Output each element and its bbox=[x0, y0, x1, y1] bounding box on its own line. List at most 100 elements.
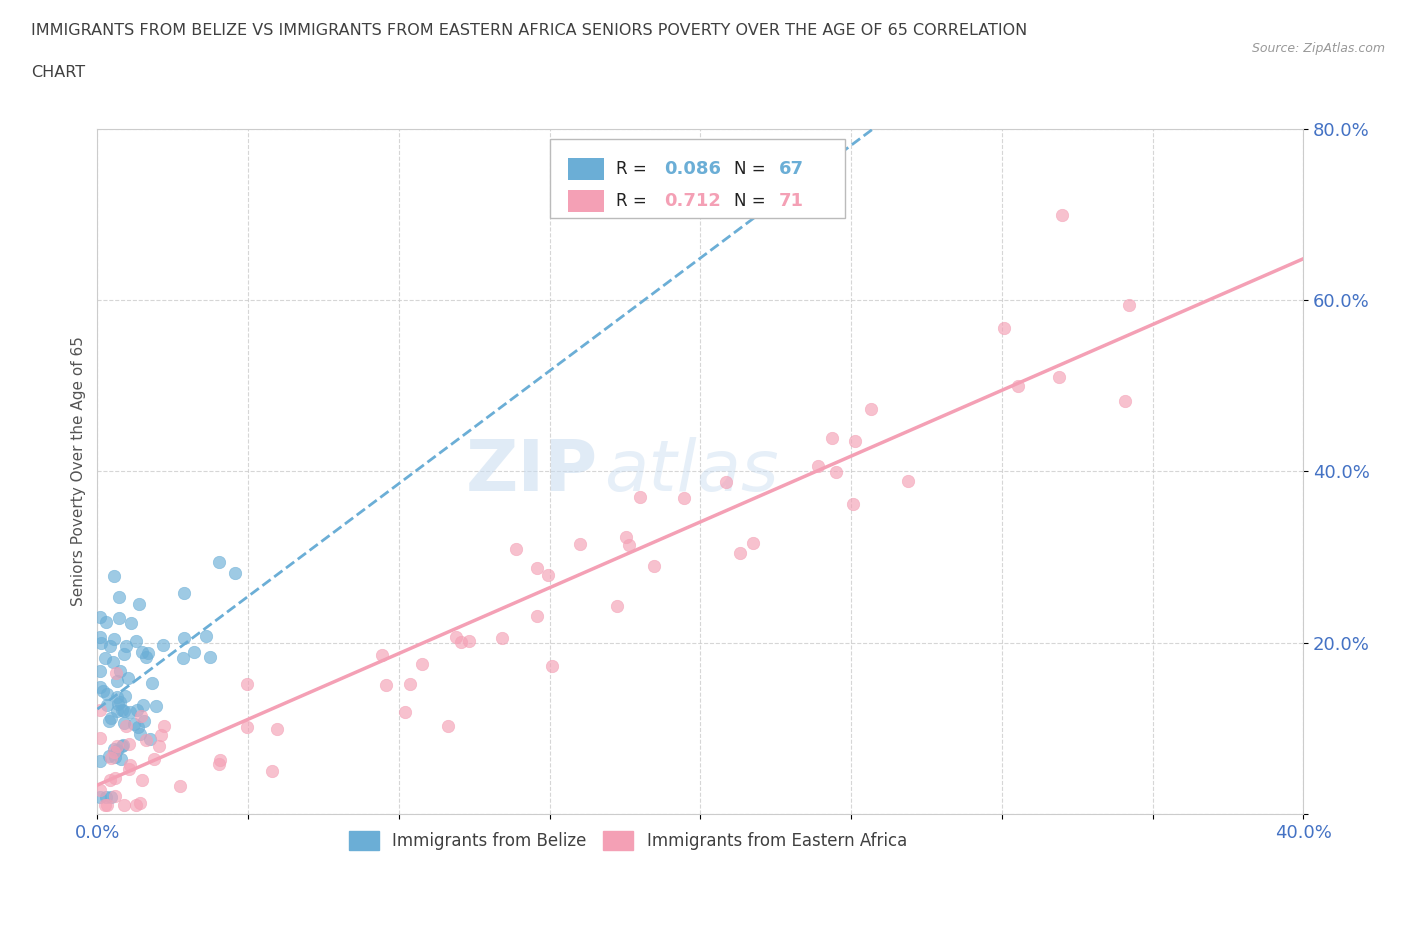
Point bbox=[141, 676, 163, 691]
Point bbox=[436, 719, 458, 734]
Point bbox=[131, 773, 153, 788]
Point bbox=[628, 489, 651, 504]
Point bbox=[136, 645, 159, 660]
Point bbox=[104, 770, 127, 785]
Point bbox=[173, 586, 195, 601]
Point bbox=[103, 631, 125, 646]
Legend: Immigrants from Belize, Immigrants from Eastern Africa: Immigrants from Belize, Immigrants from … bbox=[342, 824, 914, 857]
Text: N =: N = bbox=[734, 192, 766, 210]
Point bbox=[94, 790, 117, 804]
Point bbox=[112, 798, 135, 813]
Point bbox=[198, 650, 221, 665]
Point bbox=[1114, 393, 1136, 408]
Point bbox=[993, 321, 1015, 336]
Point bbox=[110, 751, 132, 766]
Point bbox=[125, 633, 148, 648]
Point bbox=[125, 798, 148, 813]
Text: CHART: CHART bbox=[31, 65, 84, 80]
Point bbox=[526, 561, 548, 576]
Point bbox=[115, 719, 138, 734]
Point bbox=[127, 703, 149, 718]
Point bbox=[128, 596, 150, 611]
Point bbox=[100, 751, 122, 765]
Point bbox=[458, 633, 481, 648]
Point bbox=[569, 537, 592, 551]
Point bbox=[821, 431, 844, 445]
Point bbox=[105, 743, 128, 758]
Point bbox=[89, 630, 111, 644]
Point bbox=[825, 465, 848, 480]
Point bbox=[135, 650, 157, 665]
Point bbox=[107, 698, 129, 712]
Point bbox=[89, 609, 111, 624]
Point bbox=[129, 709, 152, 724]
Text: N =: N = bbox=[734, 160, 766, 179]
Point bbox=[89, 790, 111, 804]
Point bbox=[411, 657, 433, 671]
Point bbox=[714, 474, 737, 489]
Point bbox=[224, 565, 246, 580]
Point bbox=[236, 676, 259, 691]
Point bbox=[118, 737, 141, 751]
FancyBboxPatch shape bbox=[568, 190, 603, 212]
Point bbox=[120, 758, 142, 773]
Point bbox=[118, 762, 141, 777]
Point bbox=[103, 741, 125, 756]
Point bbox=[194, 629, 217, 644]
Point bbox=[108, 590, 131, 604]
Point bbox=[103, 569, 125, 584]
Point bbox=[101, 655, 124, 670]
Point bbox=[135, 733, 157, 748]
Point bbox=[841, 497, 863, 512]
Point bbox=[103, 744, 125, 759]
Point bbox=[111, 703, 134, 718]
Point bbox=[491, 631, 513, 645]
Point bbox=[807, 458, 830, 473]
Point bbox=[111, 738, 134, 753]
Point bbox=[399, 677, 422, 692]
Text: R =: R = bbox=[616, 160, 647, 179]
Point bbox=[619, 538, 641, 552]
Point bbox=[93, 650, 115, 665]
Point bbox=[375, 678, 398, 693]
Point bbox=[844, 433, 866, 448]
Point bbox=[114, 688, 136, 703]
Point bbox=[394, 705, 416, 720]
Point bbox=[129, 726, 152, 741]
Point bbox=[118, 705, 141, 720]
Point bbox=[537, 567, 560, 582]
Text: 67: 67 bbox=[779, 160, 804, 179]
Point bbox=[94, 615, 117, 630]
Point bbox=[742, 536, 765, 551]
Point bbox=[108, 694, 131, 709]
Point bbox=[112, 647, 135, 662]
Point bbox=[100, 711, 122, 725]
Point bbox=[97, 749, 120, 764]
Y-axis label: Seniors Poverty Over the Age of 65: Seniors Poverty Over the Age of 65 bbox=[72, 337, 86, 606]
Point bbox=[98, 773, 121, 788]
Text: 0.086: 0.086 bbox=[664, 160, 721, 179]
Point bbox=[100, 790, 122, 804]
Point bbox=[105, 738, 128, 753]
Point bbox=[153, 719, 176, 734]
Point bbox=[91, 684, 114, 698]
Point bbox=[122, 716, 145, 731]
Point bbox=[112, 704, 135, 719]
Point bbox=[260, 764, 283, 778]
Point bbox=[371, 648, 394, 663]
Point bbox=[89, 730, 111, 745]
FancyBboxPatch shape bbox=[568, 158, 603, 180]
Text: atlas: atlas bbox=[603, 437, 779, 506]
Point bbox=[90, 635, 112, 650]
Point bbox=[616, 530, 638, 545]
Point bbox=[93, 798, 115, 813]
Point bbox=[169, 778, 191, 793]
Point bbox=[897, 473, 920, 488]
Point bbox=[207, 756, 229, 771]
Point bbox=[96, 798, 118, 813]
Point bbox=[132, 698, 155, 712]
Point bbox=[89, 753, 111, 768]
Text: R =: R = bbox=[616, 192, 647, 210]
Point bbox=[266, 722, 288, 737]
Point bbox=[150, 727, 173, 742]
